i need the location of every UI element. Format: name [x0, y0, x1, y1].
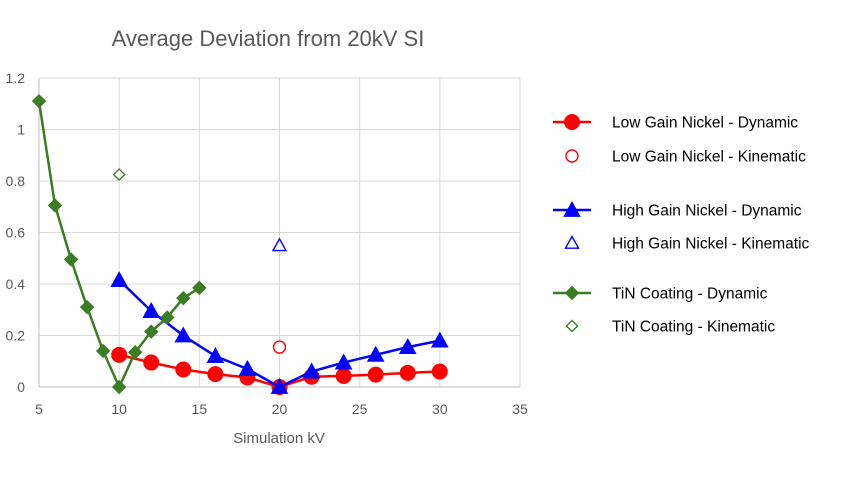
legend-marker-2	[563, 200, 581, 217]
series-2-point-5	[270, 377, 289, 394]
legend-marker-0	[564, 114, 580, 130]
series-2-point-2	[174, 326, 193, 343]
y-tick-label-2: 0.4	[6, 276, 26, 292]
series-2-point-7	[334, 353, 353, 370]
legend-entry-2: High Gain Nickel - Dynamic	[553, 200, 802, 220]
x-tick-label-5: 30	[432, 401, 448, 417]
legend-entry-4: TiN Coating - Dynamic	[553, 286, 768, 303]
series-5-point-0	[112, 168, 126, 182]
y-tick-label-0: 0	[17, 379, 25, 395]
series-0-point-1	[143, 354, 160, 371]
legend-marker-4	[564, 285, 580, 301]
series-2-point-8	[366, 345, 385, 362]
series-4-point-9	[176, 290, 191, 306]
series-layer	[31, 93, 449, 395]
y-tick-label-5: 1	[17, 122, 25, 138]
series-4-point-8	[160, 310, 175, 325]
x-tick-label-1: 10	[111, 401, 127, 417]
series-0-point-7	[335, 367, 352, 384]
legend-label-5: TiN Coating - Kinematic	[612, 319, 775, 336]
series-2	[110, 271, 449, 394]
chart-title: Average Deviation from 20kV SI	[112, 26, 425, 51]
series-1-point-0	[272, 340, 287, 354]
x-tick-label-0: 5	[35, 401, 43, 417]
series-0-point-8	[367, 366, 384, 383]
series-4-point-10	[192, 280, 207, 296]
series-0-point-3	[207, 366, 224, 383]
legend-marker-3	[564, 235, 580, 249]
y-tick-label-3: 0.6	[6, 225, 26, 241]
series-0-point-10	[431, 363, 448, 380]
series-0-point-2	[175, 361, 192, 378]
series-4-point-6	[127, 345, 143, 360]
y-tick-label-1: 0.2	[6, 328, 26, 344]
series-4	[31, 93, 207, 395]
series-2-point-3	[206, 347, 225, 363]
legend-entry-1: Low Gain Nickel - Kinematic	[565, 149, 806, 166]
series-4-point-2	[63, 252, 79, 267]
legend-marker-5	[565, 319, 579, 333]
legend-entry-3: High Gain Nickel - Kinematic	[564, 235, 810, 253]
y-tick-label-4: 0.8	[6, 173, 26, 189]
legend-marker-1	[565, 149, 579, 163]
series-2-point-1	[142, 302, 161, 318]
legend-label-4: TiN Coating - Dynamic	[612, 286, 768, 303]
y-tick-label-6: 1.2	[6, 70, 26, 86]
legend-label-1: Low Gain Nickel - Kinematic	[612, 149, 806, 166]
x-axis-label: Simulation kV	[233, 430, 325, 447]
series-3-point-0	[271, 237, 288, 252]
legend-label-3: High Gain Nickel - Kinematic	[612, 236, 810, 253]
series-4-point-7	[144, 324, 159, 339]
legend: Low Gain Nickel - Dynamic Low Gain Nickel…	[553, 114, 810, 336]
x-tick-label-3: 20	[272, 401, 288, 417]
series-0-point-0	[111, 346, 128, 363]
x-tick-label-2: 15	[192, 401, 208, 417]
series-1	[272, 340, 287, 354]
series-3	[271, 237, 288, 252]
series-4-point-5	[111, 379, 127, 395]
series-0-point-9	[399, 364, 416, 381]
series-4-point-4	[95, 343, 111, 359]
series-2-point-9	[398, 338, 417, 354]
grid	[39, 77, 521, 387]
series-2-point-6	[302, 362, 321, 379]
series-2-point-0	[110, 271, 129, 288]
x-tick-label-6: 35	[512, 401, 528, 417]
axes: 5 10 15 20 25 30 35 0 0.2 0.4 0.6 0.8 1 1.2	[6, 70, 528, 417]
series-4-point-1	[47, 198, 63, 213]
legend-entry-0: Low Gain Nickel - Dynamic	[553, 114, 798, 132]
series-5	[112, 168, 126, 182]
series-4-point-0	[31, 93, 47, 109]
legend-label-0: Low Gain Nickel - Dynamic	[612, 115, 798, 132]
series-2-point-4	[238, 359, 257, 376]
legend-entry-5: TiN Coating - Kinematic	[565, 319, 775, 336]
legend-label-2: High Gain Nickel - Dynamic	[612, 203, 802, 220]
series-4-point-3	[79, 299, 95, 315]
series-2-point-10	[430, 331, 449, 348]
x-tick-label-4: 25	[352, 401, 368, 417]
